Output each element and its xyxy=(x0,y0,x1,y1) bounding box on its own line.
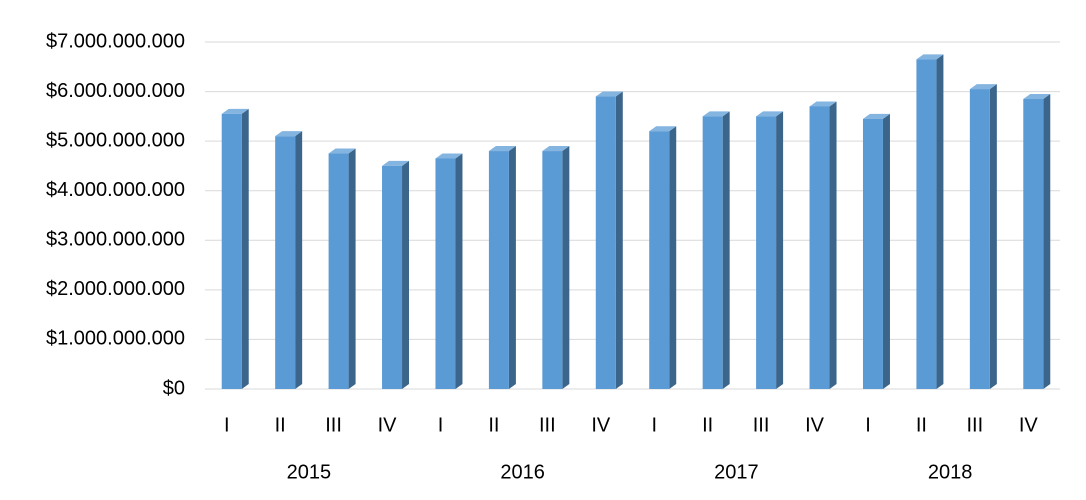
bar xyxy=(221,113,242,389)
bar xyxy=(1023,99,1044,389)
bar xyxy=(542,151,563,389)
bar xyxy=(862,118,883,389)
bar xyxy=(969,89,990,389)
bar-group xyxy=(382,160,410,389)
bar xyxy=(595,96,616,390)
bar-group xyxy=(328,148,356,389)
bar-side xyxy=(989,84,997,389)
bar xyxy=(916,59,937,389)
x-tick-label: II xyxy=(702,414,713,436)
bar-side xyxy=(936,54,944,389)
bar-group xyxy=(809,101,837,389)
bar-side xyxy=(402,160,410,389)
y-tick-label: $3.000.000.000 xyxy=(46,229,185,251)
bar-side xyxy=(669,126,677,389)
bar xyxy=(328,153,349,389)
bar-group xyxy=(221,108,249,389)
bar-side xyxy=(615,91,623,390)
bar-top xyxy=(542,146,570,152)
bar-top xyxy=(488,146,516,152)
x-tick-label: III xyxy=(967,414,984,436)
bar-side xyxy=(722,111,730,389)
bar xyxy=(488,151,509,389)
bar-group xyxy=(649,126,677,389)
bar-side xyxy=(829,101,837,389)
bar-side xyxy=(508,146,516,389)
bar-group xyxy=(756,111,784,389)
bar-top xyxy=(382,160,410,166)
bar-group xyxy=(435,153,463,389)
bar xyxy=(756,116,777,389)
x-tick-label: I xyxy=(651,414,657,436)
bar xyxy=(275,136,296,389)
x-tick-label: I xyxy=(224,414,230,436)
x-tick-label: II xyxy=(916,414,927,436)
x-tick-label: III xyxy=(325,414,342,436)
x-tick-label: III xyxy=(539,414,556,436)
x-tick-label: IV xyxy=(805,414,825,436)
bar-side xyxy=(1043,94,1051,389)
bar-top xyxy=(756,111,784,117)
bar-side xyxy=(562,146,570,389)
x-group-label: 2018 xyxy=(928,461,973,483)
bar-top xyxy=(702,111,730,117)
bar-group xyxy=(595,91,623,390)
bar xyxy=(809,106,830,389)
bar-top xyxy=(595,91,623,97)
bar-top xyxy=(969,84,997,90)
y-tick-label: $0 xyxy=(163,377,185,399)
x-tick-label: III xyxy=(753,414,770,436)
bar-top xyxy=(809,101,837,107)
bar-group xyxy=(969,84,997,389)
bar-top xyxy=(435,153,463,159)
bar-group xyxy=(488,146,516,389)
bar-top xyxy=(328,148,356,154)
bar-side xyxy=(295,131,303,389)
x-group-label: 2016 xyxy=(500,461,545,483)
bar-side xyxy=(241,108,249,389)
bar-group xyxy=(275,131,303,389)
y-tick-label: $1.000.000.000 xyxy=(46,328,185,350)
bar-side xyxy=(882,113,890,389)
x-tick-label: I xyxy=(438,414,444,436)
bar-side xyxy=(776,111,784,389)
bar-top xyxy=(221,108,249,114)
bar-group xyxy=(702,111,730,389)
x-tick-label: IV xyxy=(378,414,398,436)
bar xyxy=(702,116,723,389)
bar-group xyxy=(862,113,890,389)
bar-top xyxy=(649,126,677,132)
y-tick-label: $7.000.000.000 xyxy=(46,30,185,52)
bar-top xyxy=(916,54,944,60)
bar-group xyxy=(916,54,944,389)
x-group-label: 2015 xyxy=(287,461,332,483)
x-tick-label: II xyxy=(488,414,499,436)
bar-top xyxy=(275,131,303,137)
x-tick-label: II xyxy=(275,414,286,436)
bar-side xyxy=(455,153,463,389)
bar-top xyxy=(862,113,890,119)
y-tick-label: $2.000.000.000 xyxy=(46,278,185,300)
bar-group xyxy=(542,146,570,389)
bar xyxy=(435,158,456,389)
x-group-label: 2017 xyxy=(714,461,759,483)
y-tick-label: $6.000.000.000 xyxy=(46,80,185,102)
bar-side xyxy=(348,148,356,389)
bar xyxy=(382,165,403,389)
y-tick-label: $4.000.000.000 xyxy=(46,179,185,201)
bar-top xyxy=(1023,94,1051,100)
y-tick-label: $5.000.000.000 xyxy=(46,129,185,151)
x-tick-label: I xyxy=(865,414,871,436)
x-tick-label: IV xyxy=(1019,414,1039,436)
x-tick-label: IV xyxy=(591,414,611,436)
bar xyxy=(649,131,670,389)
bar-group xyxy=(1023,94,1051,389)
